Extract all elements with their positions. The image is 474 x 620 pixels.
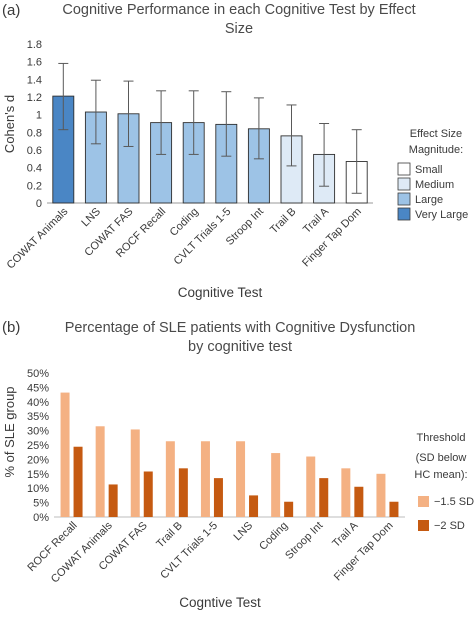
chart-a-x-tick-label: Finger Tap Dom (300, 206, 364, 270)
chart-a-legend-title-line-1: Effect Size (410, 128, 462, 140)
chart-b-bar-series-2 (389, 501, 399, 517)
chart-b-bar-series-1 (165, 441, 175, 517)
chart-b-y-axis-label: % of SLE group (2, 386, 17, 477)
chart-b-bar-series-2 (284, 501, 294, 517)
chart-a-plot: 0 0.2 0.4 0.6 0.8 1 1.2 1.4 1.6 1.8 COWAT Animals L… (5, 39, 469, 271)
chart-b-y-tick-label: 5% (33, 498, 49, 510)
chart-a-legend-label: Very Large (415, 209, 468, 221)
chart-b-title-line-1: Percentage of SLE patients with Cognitiv… (65, 320, 416, 336)
chart-b-y-tick-label: 25% (27, 440, 49, 452)
chart-b-y-tick-label: 15% (27, 469, 49, 481)
chart-b-bar-series-1 (200, 441, 210, 517)
chart-b-x-tick-label: LNS (232, 520, 256, 544)
chart-a-legend-swatch (397, 207, 411, 221)
chart-a-legend-swatch (397, 177, 411, 191)
chart-a-legend-swatch (397, 192, 411, 206)
chart-a-y-tick-label: 1.2 (27, 92, 42, 104)
chart-b-x-tick-label: COWAT Animals (49, 519, 115, 585)
chart-b-x-tick-label: Trail A (330, 519, 361, 550)
chart-b-bar-series-2 (249, 495, 259, 517)
chart-b-x-tick-label: Coding (257, 520, 290, 553)
chart-b-plot: 0%5%10%15%20%25%30%35%40%45%50%ROCF Reca… (25, 368, 474, 585)
chart-a-x-tick-label: Trail B (268, 206, 299, 237)
chart-b-bar-series-1 (95, 426, 105, 517)
chart-b-bar-series-1 (341, 468, 351, 517)
chart-b-bar-series-1 (60, 392, 70, 517)
chart-a-x-tick-label: COWAT Animals (5, 205, 71, 271)
chart-b-title-line-2: by cognitive test (188, 339, 292, 355)
chart-a-y-tick-label: 0.8 (27, 127, 42, 139)
chart-b-y-tick-label: 0% (33, 512, 49, 524)
chart-b-bar-series-2 (143, 471, 153, 517)
chart-b-legend-label: −2 SD (434, 520, 465, 532)
chart-b-legend-title-line-1: Threshold (417, 432, 466, 444)
chart-b-bar-series-2 (73, 446, 83, 517)
chart-a-y-tick-label: 1.8 (27, 39, 42, 51)
chart-b-bar-series-2 (354, 486, 364, 517)
chart-a-legend-label: Medium (415, 179, 454, 191)
chart-b-y-tick-label: 40% (27, 397, 49, 409)
chart-b-y-tick-label: 20% (27, 454, 49, 466)
chart-a-title-line-1: Cognitive Performance in each Cognitive … (62, 2, 415, 18)
chart-a-x-tick-label: CVLT Trials 1-5 (172, 206, 234, 268)
panel-a-label: (a) (2, 2, 20, 19)
panel-b-label: (b) (2, 319, 20, 336)
chart-b-bar-series-2 (178, 468, 188, 517)
chart-a-legend-label: Large (415, 194, 443, 206)
chart-a-y-tick-label: 1.4 (27, 74, 42, 86)
chart-b-bar-series-1 (236, 441, 246, 517)
chart-a-y-tick-label: 0.2 (27, 180, 42, 192)
chart-b-legend-swatch (418, 496, 429, 507)
chart-b-bar-series-2 (213, 478, 223, 517)
chart-b-y-tick-label: 30% (27, 426, 49, 438)
chart-a-y-tick-label: 1 (36, 110, 42, 122)
chart-b-bar-series-1 (271, 453, 281, 517)
chart-b-bar-series-2 (319, 478, 329, 517)
chart-b-bar-series-1 (130, 429, 140, 517)
chart-b-y-tick-label: 45% (27, 382, 49, 394)
chart-b-x-tick-label: Trail B (154, 520, 185, 551)
chart-a-y-tick-label: 0.6 (27, 145, 42, 157)
chart-b-y-tick-label: 50% (27, 368, 49, 380)
chart-a-x-tick-label: Trail A (301, 205, 332, 236)
chart-a-y-tick-label: 0 (36, 198, 42, 210)
chart-a-legend-swatch (397, 162, 411, 176)
chart-b-x-axis-label: Cogntive Test (179, 595, 261, 610)
chart-b-y-tick-label: 10% (27, 483, 49, 495)
chart-b-bar-series-2 (108, 484, 118, 517)
chart-b-legend-label: −1.5 SD (434, 496, 474, 508)
chart-a-y-tick-label: 1.6 (27, 57, 42, 69)
chart-b-legend-swatch (418, 520, 429, 531)
chart-b-legend-title-line-3: HC mean): (414, 469, 467, 481)
chart-a-legend-title-line-2: Magnitude: (409, 144, 463, 156)
chart-b-x-tick-label: Stroop Int (283, 520, 325, 562)
chart-b-legend-title-line-2: (SD below (416, 452, 467, 464)
chart-b-bar-series-1 (306, 456, 316, 517)
chart-b-y-tick-label: 35% (27, 411, 49, 423)
chart-a-y-axis-label: Cohen's d (2, 95, 17, 153)
chart-a-x-tick-label: LNS (79, 206, 103, 230)
chart-b-bar-series-1 (376, 473, 386, 517)
chart-a-title-line-2: Size (225, 21, 253, 37)
chart-a-legend-label: Small (415, 164, 443, 176)
chart-a-y-tick-label: 0.4 (27, 163, 42, 175)
chart-a-x-axis-label: Cognitive Test (178, 285, 263, 300)
